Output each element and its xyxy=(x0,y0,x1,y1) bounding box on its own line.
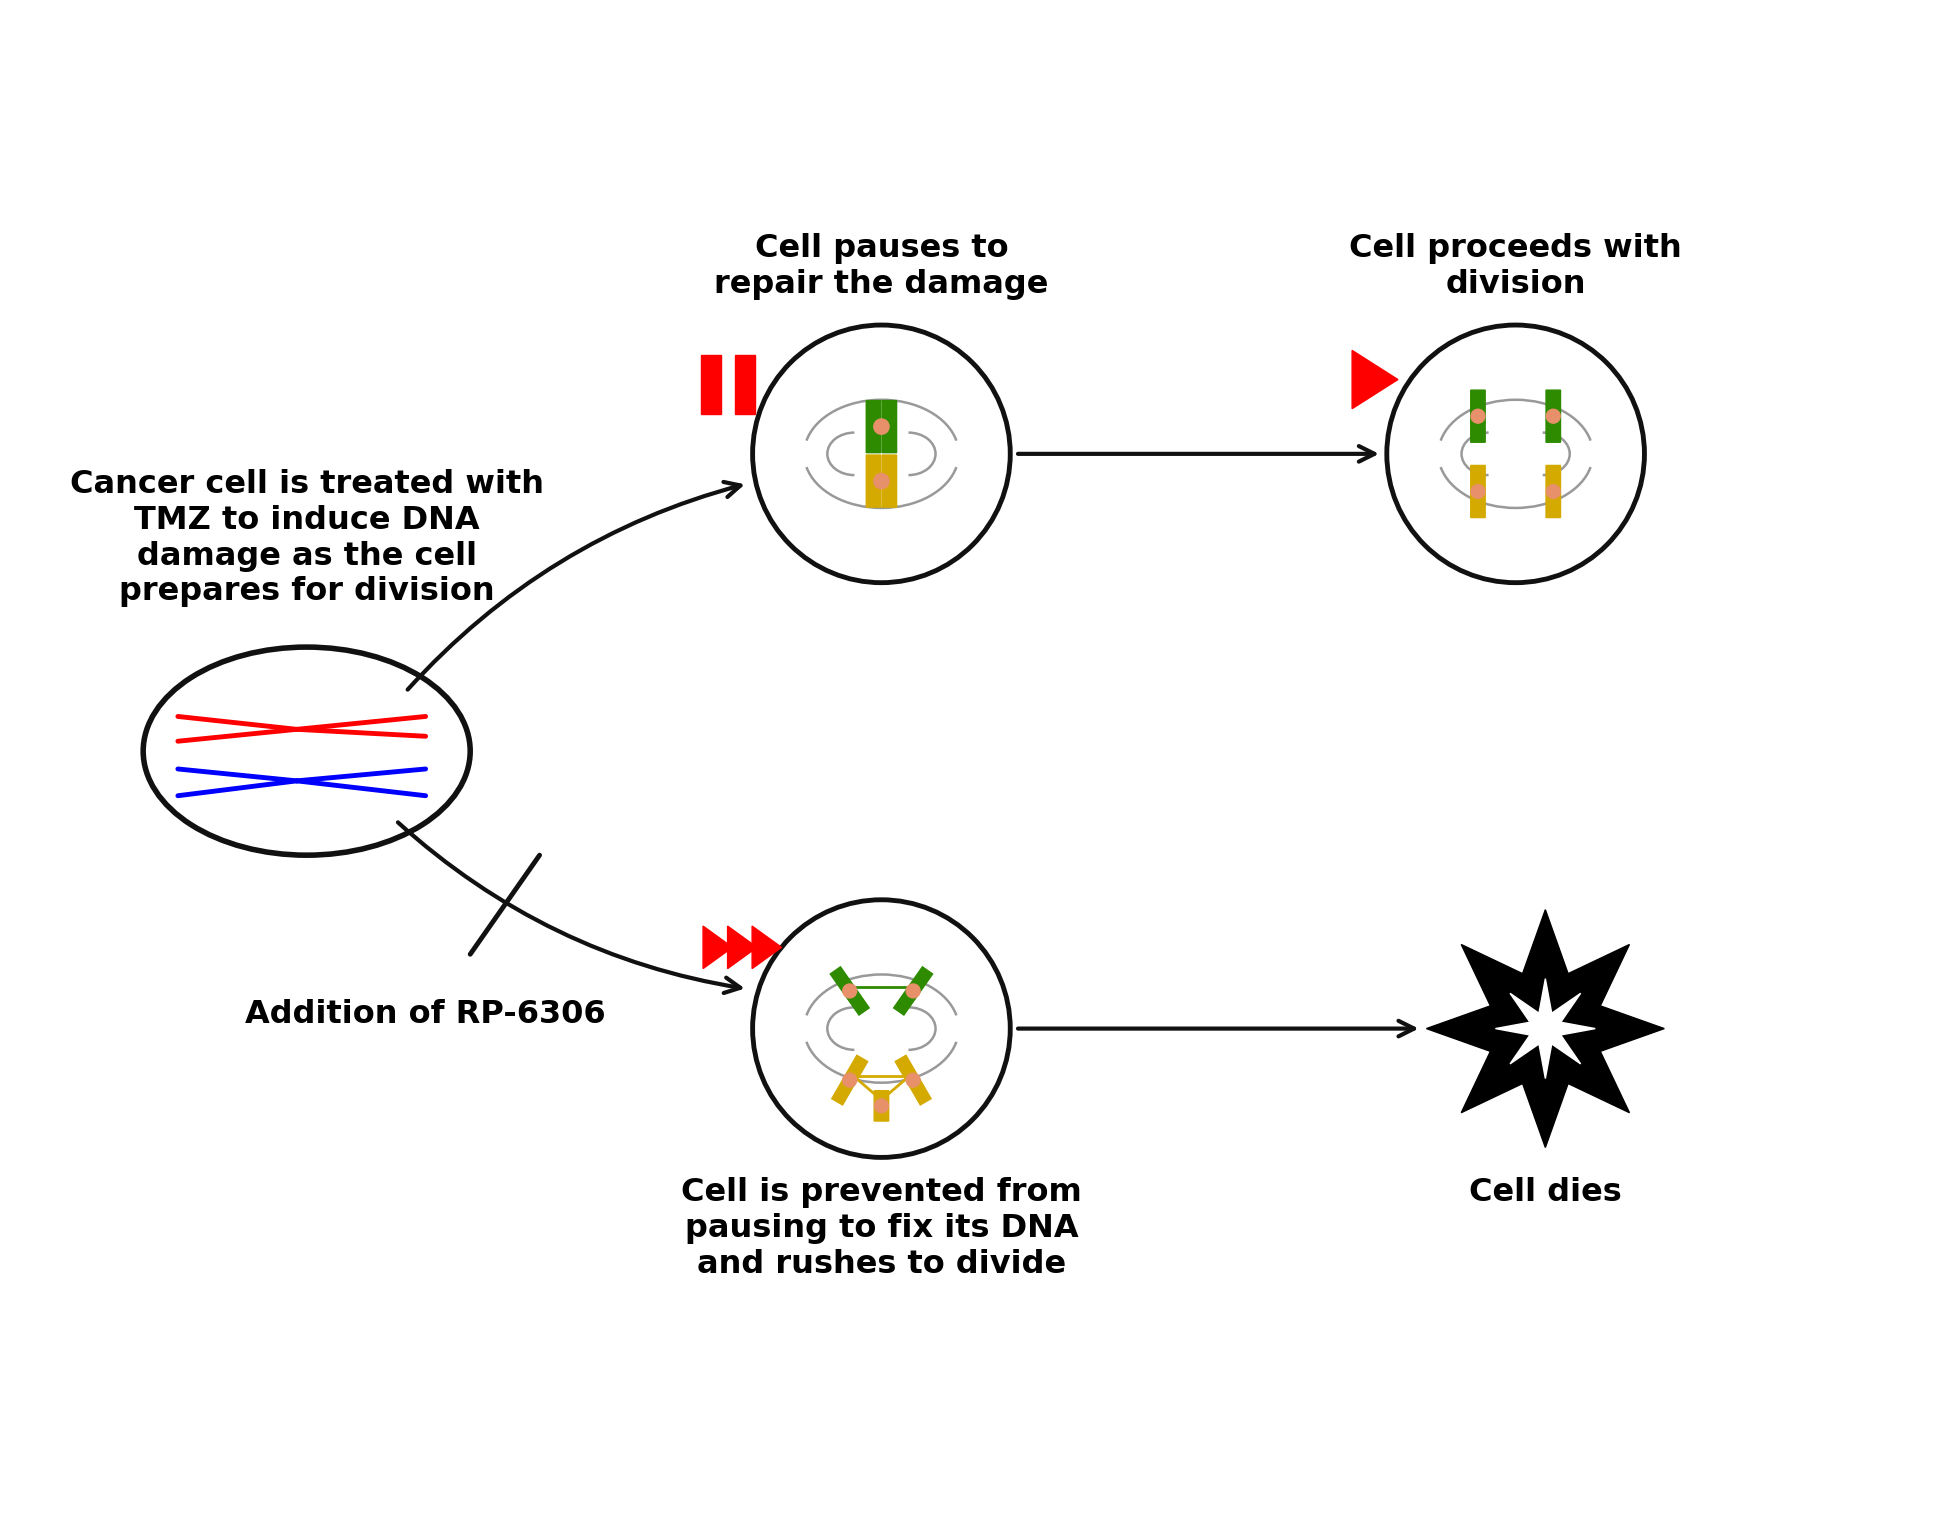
Text: Cell is prevented from
pausing to fix its DNA
and rushes to divide: Cell is prevented from pausing to fix it… xyxy=(681,1177,1081,1280)
Circle shape xyxy=(874,1099,888,1113)
Text: Cell pauses to
repair the damage: Cell pauses to repair the damage xyxy=(714,233,1048,300)
Polygon shape xyxy=(1494,978,1596,1078)
Polygon shape xyxy=(1426,909,1664,1148)
FancyBboxPatch shape xyxy=(1545,465,1561,519)
Circle shape xyxy=(874,473,890,488)
FancyBboxPatch shape xyxy=(1545,389,1561,442)
Circle shape xyxy=(905,1073,921,1087)
Circle shape xyxy=(1547,485,1561,499)
Polygon shape xyxy=(1352,351,1399,409)
Polygon shape xyxy=(728,926,757,969)
FancyBboxPatch shape xyxy=(1469,389,1487,442)
Circle shape xyxy=(1547,409,1561,423)
Bar xyxy=(700,355,722,415)
Circle shape xyxy=(843,1073,856,1087)
Polygon shape xyxy=(894,1055,933,1105)
FancyBboxPatch shape xyxy=(1469,465,1487,519)
Polygon shape xyxy=(702,926,732,969)
Text: Addition of RP-6306: Addition of RP-6306 xyxy=(246,998,607,1030)
Text: Cell dies: Cell dies xyxy=(1469,1177,1621,1208)
Circle shape xyxy=(843,984,856,998)
Polygon shape xyxy=(753,926,782,969)
Text: Cell proceeds with
division: Cell proceeds with division xyxy=(1350,233,1682,300)
Circle shape xyxy=(905,984,921,998)
Bar xyxy=(736,355,755,415)
FancyBboxPatch shape xyxy=(882,455,897,508)
FancyBboxPatch shape xyxy=(882,400,897,453)
FancyBboxPatch shape xyxy=(866,400,882,453)
Circle shape xyxy=(1471,485,1485,499)
Polygon shape xyxy=(831,1055,868,1105)
Circle shape xyxy=(874,419,890,435)
Polygon shape xyxy=(894,966,935,1017)
Text: Cancer cell is treated with
TMZ to induce DNA
damage as the cell
prepares for di: Cancer cell is treated with TMZ to induc… xyxy=(70,468,544,608)
Polygon shape xyxy=(829,966,870,1017)
Circle shape xyxy=(1471,409,1485,423)
FancyBboxPatch shape xyxy=(866,455,882,508)
FancyBboxPatch shape xyxy=(874,1090,890,1122)
